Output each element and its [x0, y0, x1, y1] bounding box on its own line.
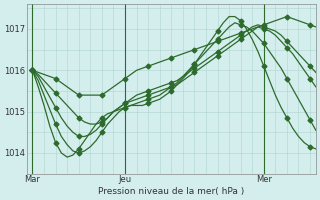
X-axis label: Pression niveau de la mer( hPa ): Pression niveau de la mer( hPa ): [98, 187, 244, 196]
